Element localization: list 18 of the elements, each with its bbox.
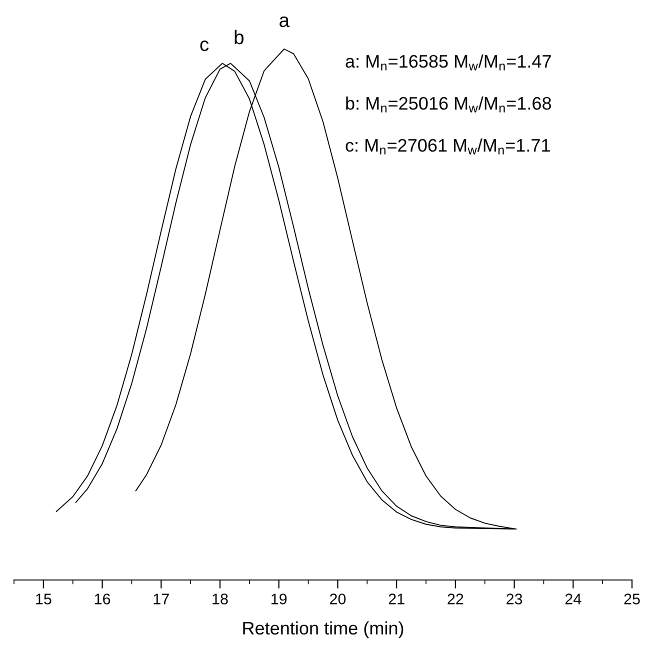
x-tick-label: 24	[565, 594, 582, 604]
x-tick-label: 21	[388, 594, 404, 604]
x-tick-label: 23	[506, 594, 522, 604]
series-label: c	[200, 40, 209, 52]
annotation: c: M$_{n}$=27061 M$_{w}$/M$_{n}$=1.71	[346, 138, 550, 154]
x-tick-label: 16	[94, 594, 110, 604]
x-tick-label: 17	[154, 594, 169, 604]
annotation: b: M$_{n}$=25016 M$_{w}$/M$_{n}$=1.68	[346, 96, 551, 112]
annotation: a: M$_{n}$=16585 M$_{w}$/M$_{n}$=1.47	[346, 54, 551, 70]
series-label: a	[280, 16, 290, 28]
x-tick-label: 19	[272, 594, 287, 604]
x-tick-label: 20	[330, 594, 346, 604]
x-tick-label: 25	[624, 594, 640, 604]
series-label: b	[234, 30, 244, 44]
x-tick-label: 18	[212, 594, 228, 604]
x-tick-label: 22	[448, 594, 464, 604]
x-tick-label: 15	[36, 594, 52, 604]
x-axis-title: Retention time (min)	[243, 621, 404, 638]
